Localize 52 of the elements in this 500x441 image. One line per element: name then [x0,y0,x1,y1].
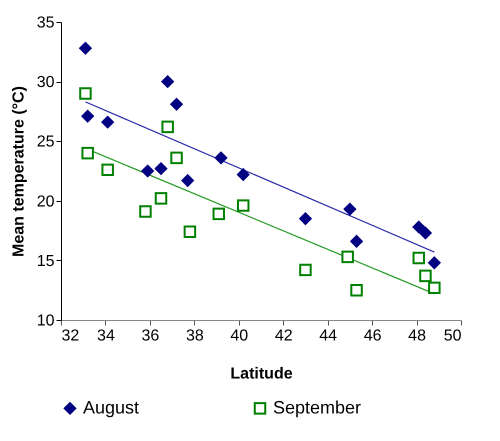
point [139,205,152,218]
y-tick-label: 35 [36,14,55,32]
point [101,116,114,128]
point [170,152,183,164]
point [428,256,441,270]
point [184,226,196,238]
point [81,146,94,160]
point [412,220,426,234]
x-tick-label: 38 [186,328,204,344]
point [350,235,363,248]
x-tick-label: 40 [230,328,248,344]
point [154,192,168,205]
point [161,75,174,88]
x-tick-label: 36 [141,328,160,344]
y-tick-label: 25 [36,134,55,151]
point [341,250,354,264]
x-tick-label: 50 [444,328,462,344]
point [79,42,92,54]
point [350,284,363,296]
y-tick-label: 10 [36,312,55,330]
point [419,226,432,240]
x-tick-label: 48 [408,328,426,344]
point [170,98,183,110]
point [419,270,432,282]
point [236,168,250,181]
point [236,199,250,212]
x-tick-label: 44 [319,328,338,344]
y-tick-label: 15 [36,252,55,270]
point [214,152,228,164]
point [299,264,312,276]
legend-label: August [83,397,140,418]
x-tick-label: 46 [364,328,382,344]
point [101,164,114,176]
point [299,212,312,225]
x-tick-label: 32 [62,328,80,344]
point [428,282,441,294]
point [79,87,92,100]
x-tick-label: 34 [97,328,115,344]
x-tick-label: 42 [274,328,293,344]
point [161,120,174,134]
y-tick-label: 30 [36,74,55,92]
legend-label: September [273,397,362,418]
y-tick-label: 20 [36,193,55,210]
point [81,110,94,122]
y-axis-title: Mean temperature (°C) [10,86,28,257]
point [141,164,154,178]
point [412,252,426,264]
point [344,202,356,216]
point [212,208,226,220]
x-axis-title: Latitude [230,366,293,382]
point [154,162,168,175]
point [181,174,194,187]
